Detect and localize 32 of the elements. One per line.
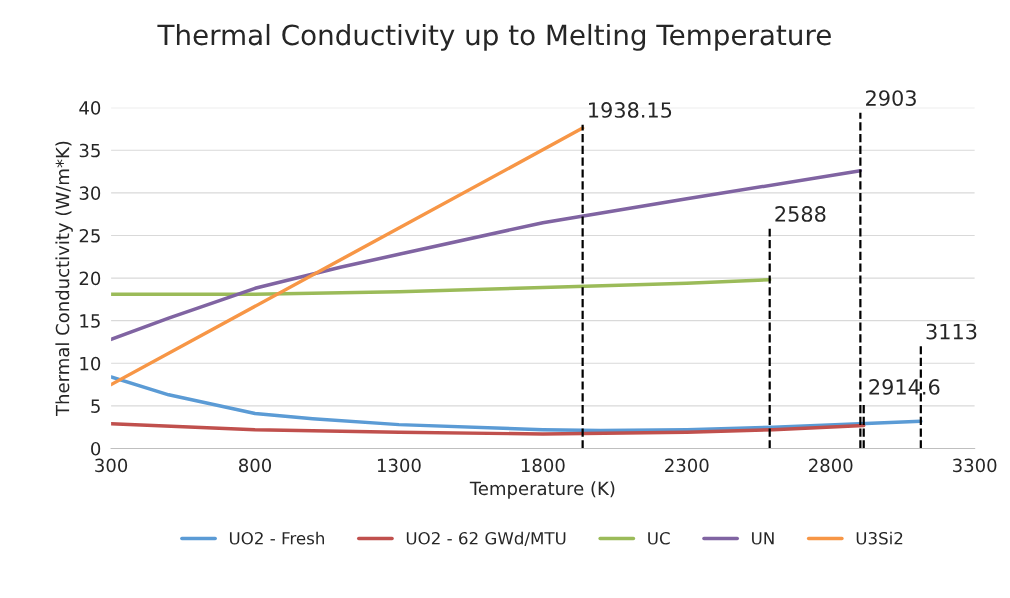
x-tick-label: 1300 (377, 458, 421, 473)
annotation: 1938.15 (589, 102, 672, 118)
y-tick-label: 30 (79, 186, 101, 200)
legend-label: UO2 - Fresh (229, 531, 324, 545)
legend-label: UN (752, 532, 774, 545)
legend-label: UC (648, 531, 670, 545)
x-tick-label: 2800 (809, 458, 853, 473)
x-tick-label: 2300 (665, 458, 709, 473)
x-axis-title: Temperature (K) (469, 481, 615, 499)
x-tick-label: 300 (95, 458, 128, 473)
y-tick-label: 5 (91, 399, 100, 414)
line-series (111, 278, 772, 296)
chart-title: Thermal Conductivity up to Melting Temperature (157, 23, 831, 51)
y-tick-label: 40 (79, 101, 101, 115)
y-tick-label: 25 (79, 228, 100, 243)
x-tick-label: 3300 (953, 458, 997, 473)
y-axis-title: Thermal Conductivity (W/m*K) (55, 141, 73, 417)
legend-label: U3Si2 (856, 531, 903, 545)
x-tick-label: 1800 (521, 458, 565, 473)
annotation: 2914.6 (869, 379, 940, 395)
x-tick-label: 800 (239, 458, 272, 473)
y-tick-label: 10 (80, 356, 101, 371)
line-series (111, 168, 863, 342)
annotation: 3113 (926, 323, 977, 340)
annotation: 2903 (866, 90, 916, 106)
y-tick-label: 35 (79, 143, 100, 158)
y-tick-label: 20 (79, 271, 101, 286)
line-series (111, 422, 866, 436)
annotation: 2588 (775, 206, 826, 222)
y-tick-label: 0 (91, 441, 101, 456)
legend-label: UO2 - 62 GWd/MTU (406, 531, 566, 546)
y-tick-label: 15 (80, 314, 100, 328)
